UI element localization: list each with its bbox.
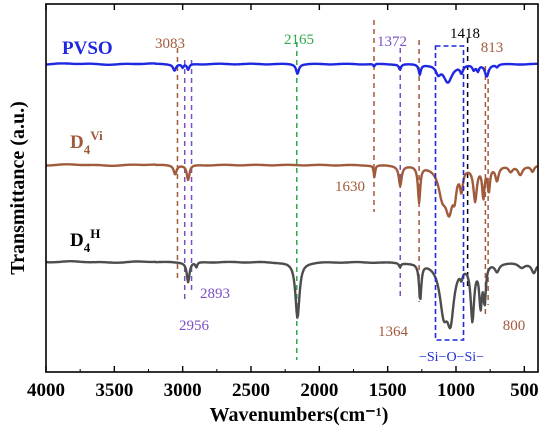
ref-label-1364: 1364 — [378, 324, 409, 340]
spectra — [45, 62, 539, 330]
series-label-pvso: PVSO — [62, 38, 113, 59]
x-tick-label: 4000 — [27, 380, 65, 401]
axes: 4000 3500 3000 2500 2000 1500 1000 500 — [27, 3, 539, 401]
ref-label-800: 800 — [503, 318, 526, 334]
plot-frame — [45, 3, 539, 373]
ref-label-3083: 3083 — [155, 36, 185, 52]
si-o-si-label: −Si−O−Si− — [419, 350, 484, 365]
x-tick-label: 2000 — [300, 380, 338, 401]
spectrum-pvso — [45, 62, 538, 84]
y-axis-title: Transmittance (a.u.) — [7, 101, 29, 275]
series-label-d4h: D4H — [70, 226, 100, 255]
ref-label-1630: 1630 — [335, 179, 365, 195]
ref-label-1372: 1372 — [377, 34, 407, 50]
ref-label-1418: 1418 — [450, 26, 480, 42]
annotations: −Si−O−Si− 3083 2956 2893 2165 1630 1372 1364 141… — [155, 26, 525, 365]
ref-label-2956: 2956 — [179, 318, 210, 334]
x-tick-label: 3000 — [164, 380, 202, 401]
ref-label-813: 813 — [481, 40, 504, 56]
spectrum-d4h — [45, 260, 539, 330]
spectrum-d4vi — [45, 163, 538, 218]
x-tick-label: 500 — [510, 380, 539, 401]
ref-label-2893: 2893 — [200, 286, 230, 302]
x-axis-title: Wavenumbers(cm⁻¹) — [210, 404, 389, 426]
si-o-si-box — [434, 45, 465, 341]
x-tick-label: 1500 — [369, 380, 407, 401]
x-tick-label: 3500 — [95, 380, 133, 401]
ref-label-2165: 2165 — [284, 32, 314, 48]
x-tick-label: 2500 — [232, 380, 270, 401]
series-labels: PVSO D4Vi D4H — [62, 38, 113, 255]
series-label-d4vi: D4Vi — [70, 128, 103, 157]
x-tick-label: 1000 — [437, 380, 475, 401]
